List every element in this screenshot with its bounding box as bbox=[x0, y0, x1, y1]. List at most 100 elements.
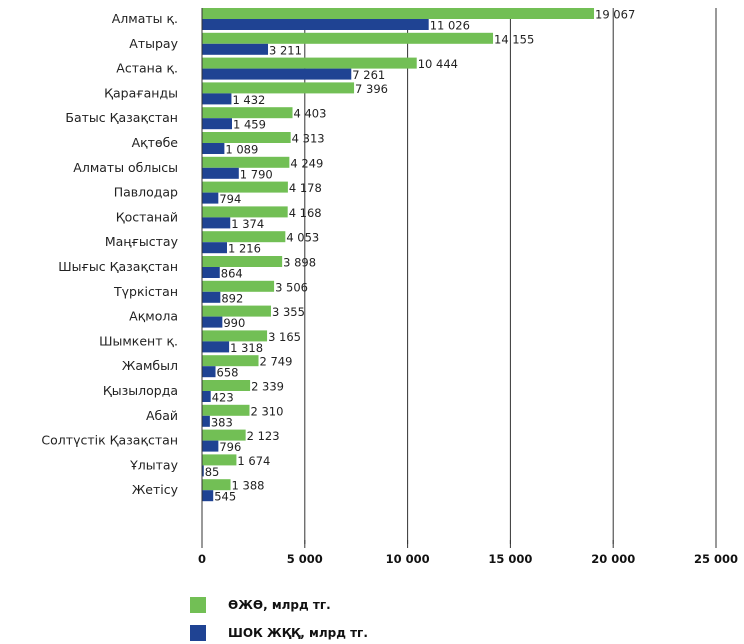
bar-series-1 bbox=[202, 404, 250, 416]
value-label-series-1: 3 165 bbox=[268, 330, 301, 344]
value-label-series-1: 19 067 bbox=[595, 8, 635, 22]
gridlines bbox=[304, 8, 717, 544]
value-label-series-1: 10 444 bbox=[418, 57, 458, 71]
value-label-series-1: 1 388 bbox=[232, 479, 265, 493]
bar-series-2 bbox=[202, 93, 232, 105]
bars bbox=[202, 8, 595, 502]
value-label-series-1: 14 155 bbox=[494, 32, 534, 46]
bar-series-2 bbox=[202, 167, 239, 179]
category-label: Қостанай bbox=[116, 209, 178, 224]
x-tick-label: 25 000 bbox=[694, 552, 738, 566]
value-label-series-2: 1 790 bbox=[240, 167, 273, 181]
bar-series-2 bbox=[202, 366, 216, 378]
value-label-series-1: 7 396 bbox=[355, 82, 388, 96]
legend-label-series-1: ӨЖӨ, млрд тг. bbox=[228, 598, 331, 612]
x-tick-label: 5 000 bbox=[287, 552, 323, 566]
legend-label-series-2: ШОК ЖҚҚ, млрд тг. bbox=[228, 626, 368, 640]
bar-series-2 bbox=[202, 118, 232, 130]
x-tick-label: 15 000 bbox=[488, 552, 532, 566]
value-label-series-1: 2 310 bbox=[250, 404, 283, 418]
bar-series-1 bbox=[202, 280, 275, 292]
category-label: Солтүстік Қазақстан bbox=[41, 433, 178, 448]
x-tick-label: 0 bbox=[198, 552, 206, 566]
bar-series-2 bbox=[202, 217, 231, 229]
legend-item-series-2: ШОК ЖҚҚ, млрд тг. bbox=[190, 625, 368, 641]
category-label: Ұлытау bbox=[129, 457, 178, 472]
category-label: Қарағанды bbox=[104, 85, 178, 100]
category-label: Павлодар bbox=[114, 185, 178, 200]
value-label-series-2: 1 089 bbox=[225, 143, 258, 157]
bar-series-1 bbox=[202, 429, 246, 441]
category-label: Түркістан bbox=[113, 284, 178, 299]
bar-series-1 bbox=[202, 32, 494, 44]
bar-series-2 bbox=[202, 143, 225, 154]
value-label-series-2: 864 bbox=[221, 267, 243, 281]
bar-series-1 bbox=[202, 256, 283, 267]
bar-series-2 bbox=[202, 291, 221, 303]
bar-series-1 bbox=[202, 181, 288, 193]
value-label-series-2: 7 261 bbox=[352, 68, 385, 82]
value-label-series-2: 892 bbox=[221, 291, 243, 305]
value-label-series-2: 1 318 bbox=[230, 341, 263, 355]
value-label-series-1: 4 249 bbox=[290, 156, 323, 170]
bar-series-1 bbox=[202, 206, 288, 218]
value-label-series-1: 4 178 bbox=[289, 181, 322, 195]
value-label-series-2: 1 432 bbox=[232, 93, 265, 107]
value-label-series-1: 4 168 bbox=[289, 206, 322, 220]
category-label: Алматы облысы bbox=[73, 160, 178, 175]
value-label-series-1: 1 674 bbox=[237, 454, 270, 468]
bar-series-1 bbox=[202, 454, 237, 466]
value-label-series-1: 3 898 bbox=[283, 256, 316, 270]
value-label-series-2: 1 216 bbox=[228, 242, 261, 256]
bar-series-2 bbox=[202, 341, 230, 353]
value-label-series-1: 4 313 bbox=[292, 132, 325, 146]
bar-series-2 bbox=[202, 490, 214, 502]
bar-series-2 bbox=[202, 440, 219, 452]
category-label: Қызылорда bbox=[103, 383, 178, 398]
bar-series-1 bbox=[202, 380, 251, 391]
value-label-series-2: 11 026 bbox=[430, 19, 470, 33]
value-label-series-2: 794 bbox=[219, 192, 241, 206]
bar-series-2 bbox=[202, 267, 220, 278]
value-label-series-2: 1 459 bbox=[233, 118, 266, 132]
bar-series-1 bbox=[202, 305, 271, 317]
x-tick-label: 10 000 bbox=[386, 552, 430, 566]
bar-series-2 bbox=[202, 19, 429, 30]
bar-series-1 bbox=[202, 57, 417, 69]
value-label-series-2: 3 211 bbox=[269, 43, 302, 57]
value-label-series-2: 658 bbox=[217, 366, 239, 380]
bar-series-1 bbox=[202, 107, 293, 119]
value-label-series-1: 3 506 bbox=[275, 280, 308, 294]
category-label: Атырау bbox=[129, 36, 178, 51]
category-label: Астана қ. bbox=[116, 61, 178, 76]
value-label-series-2: 545 bbox=[214, 490, 236, 504]
category-label: Шымкент қ. bbox=[99, 333, 178, 348]
bar-chart: Алматы қ. Атырау Астана қ. Қарағанды Батыс Қ… bbox=[41, 8, 738, 567]
bar-series-1 bbox=[202, 82, 355, 94]
value-label-series-2: 990 bbox=[223, 316, 245, 330]
category-label: Алматы қ. bbox=[112, 11, 178, 26]
value-label-series-2: 796 bbox=[219, 440, 241, 454]
bar-series-1 bbox=[202, 156, 290, 168]
category-label: Ақмола bbox=[129, 309, 178, 324]
bar-series-1 bbox=[202, 231, 286, 243]
category-label: Шығыс Қазақстан bbox=[58, 259, 178, 274]
legend-swatch-series-1 bbox=[190, 597, 206, 613]
bar-series-2 bbox=[202, 465, 204, 477]
value-label-series-1: 4 403 bbox=[294, 107, 327, 121]
bar-series-1 bbox=[202, 8, 595, 19]
value-label-series-2: 1 374 bbox=[231, 217, 264, 231]
category-label: Маңғыстау bbox=[105, 234, 179, 249]
category-label: Абай bbox=[146, 408, 178, 423]
bar-series-1 bbox=[202, 330, 268, 342]
category-label: Жамбыл bbox=[122, 358, 178, 373]
value-label-series-1: 4 053 bbox=[286, 231, 319, 245]
legend-item-series-1: ӨЖӨ, млрд тг. bbox=[190, 597, 331, 613]
category-label: Батыс Қазақстан bbox=[65, 110, 178, 125]
x-tick-label: 20 000 bbox=[591, 552, 635, 566]
legend-swatch-series-2 bbox=[190, 625, 206, 641]
category-labels: Алматы қ. Атырау Астана қ. Қарағанды Батыс Қ… bbox=[41, 11, 178, 497]
value-label-series-2: 423 bbox=[212, 391, 234, 405]
value-label-series-1: 2 749 bbox=[260, 355, 293, 369]
